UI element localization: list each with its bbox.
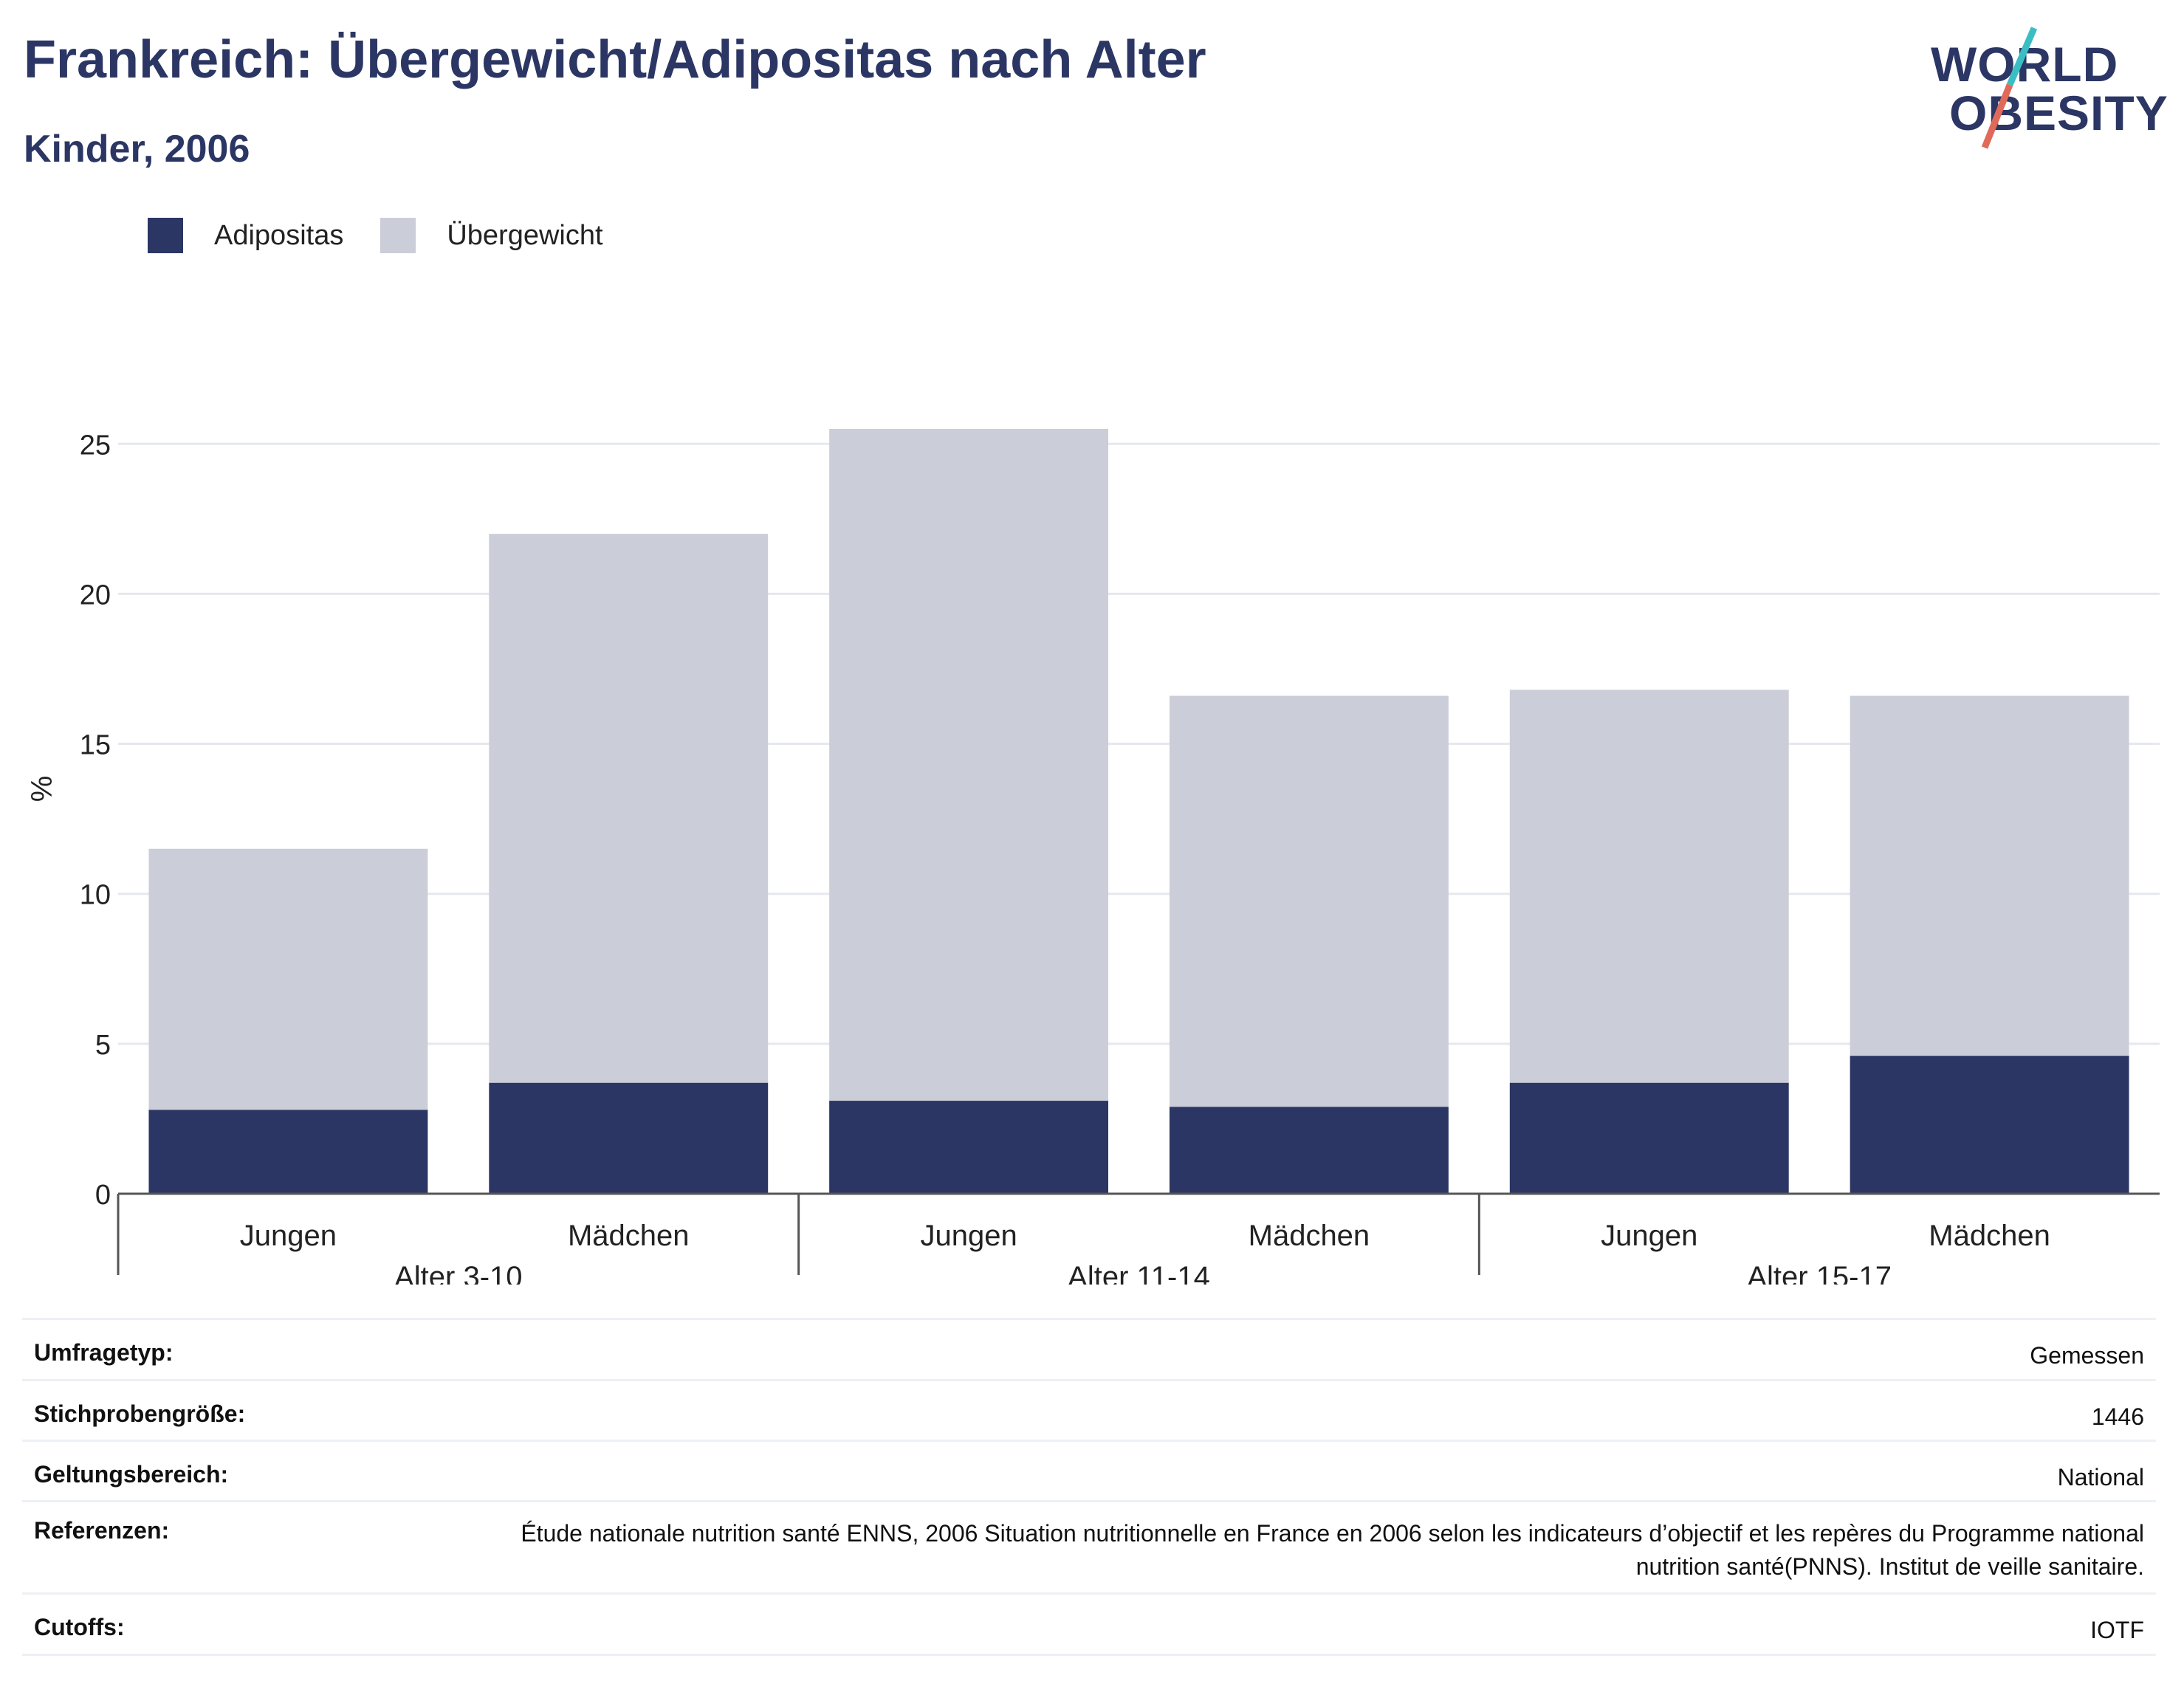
legend-label-adipositas: Adipositas (214, 219, 344, 251)
logo-slash-icon (1981, 27, 2038, 149)
y-tick-label: 0 (95, 1180, 111, 1211)
bar-uebergewicht (148, 848, 428, 1110)
meta-value: 1446 (2091, 1403, 2144, 1430)
y-tick-label: 5 (95, 1030, 111, 1061)
meta-key: Umfragetyp: (34, 1339, 174, 1366)
meta-key: Stichprobengröße: (34, 1400, 246, 1427)
bar-adipositas (1509, 1082, 1789, 1194)
x-tick-label: Mädchen (1249, 1220, 1370, 1252)
y-tick-label: 20 (80, 580, 111, 611)
legend-swatch-uebergewicht (380, 218, 416, 253)
meta-value: Étude nationale nutrition santé ENNS, 20… (521, 1520, 2144, 1580)
bar-adipositas (148, 1110, 428, 1194)
meta-bottom-border (22, 1654, 2156, 1656)
chart-subtitle: Kinder, 2006 (24, 128, 250, 171)
meta-value: National (2057, 1464, 2144, 1491)
meta-row-cutoffs: Cutoffs: IOTF (22, 1592, 2156, 1654)
bar-uebergewicht (829, 428, 1109, 1101)
bar-adipositas (829, 1101, 1109, 1194)
x-tick-label: Jungen (240, 1220, 337, 1252)
bar-uebergewicht (1850, 695, 2129, 1056)
legend-item-adipositas[interactable]: Adipositas (148, 218, 343, 253)
y-tick-label: 10 (80, 880, 111, 911)
group-label: Alter 15-17 (1747, 1261, 1892, 1285)
bar-adipositas (1169, 1107, 1449, 1194)
bar-chart: 0 5 10 15 20 25% Jungen Mädchen Jungen Mädchen Jun… (26, 428, 2160, 1285)
group-label: Alter 11-14 (1068, 1261, 1210, 1285)
logo-line-2: OBESITY (1949, 86, 2168, 140)
meta-row-umfragetyp: Umfragetyp: Gemessen (22, 1318, 2156, 1379)
meta-value: Gemessen (2030, 1342, 2144, 1369)
legend: Adipositas Übergewicht (148, 218, 640, 253)
bar-uebergewicht (1509, 690, 1789, 1083)
meta-key: Referenzen: (34, 1517, 170, 1544)
group-label: Alter 3-10 (394, 1261, 522, 1285)
bar-uebergewicht (1169, 695, 1449, 1107)
x-tick-label: Mädchen (568, 1220, 690, 1252)
legend-label-uebergewicht: Übergewicht (447, 219, 603, 251)
meta-key: Cutoffs: (34, 1614, 125, 1640)
x-tick-label: Mädchen (1929, 1220, 2050, 1252)
x-tick-label: Jungen (920, 1220, 1017, 1252)
meta-value: IOTF (2090, 1617, 2144, 1643)
meta-row-referenzen: Referenzen: Étude nationale nutrition sa… (22, 1500, 2156, 1592)
y-tick-label: 15 (80, 730, 111, 761)
world-obesity-logo: WORLD OBESITY (1920, 22, 2171, 155)
metadata-table: Umfragetyp: Gemessen Stichprobengröße: 1… (22, 1318, 2156, 1656)
legend-swatch-adipositas (148, 218, 183, 253)
meta-key: Geltungsbereich: (34, 1461, 229, 1488)
x-tick-label: Jungen (1601, 1220, 1697, 1252)
legend-item-uebergewicht[interactable]: Übergewicht (380, 218, 603, 253)
bar-uebergewicht (489, 534, 769, 1083)
chart-title: Frankreich: Übergewicht/Adipositas nach … (24, 30, 1206, 89)
y-tick-label: 25 (80, 430, 111, 461)
meta-row-stichprobengroesse: Stichprobengröße: 1446 (22, 1379, 2156, 1440)
bar-adipositas (489, 1082, 769, 1194)
meta-row-geltungsbereich: Geltungsbereich: National (22, 1440, 2156, 1500)
y-axis-label: % (26, 776, 58, 802)
bar-adipositas (1850, 1056, 2129, 1194)
